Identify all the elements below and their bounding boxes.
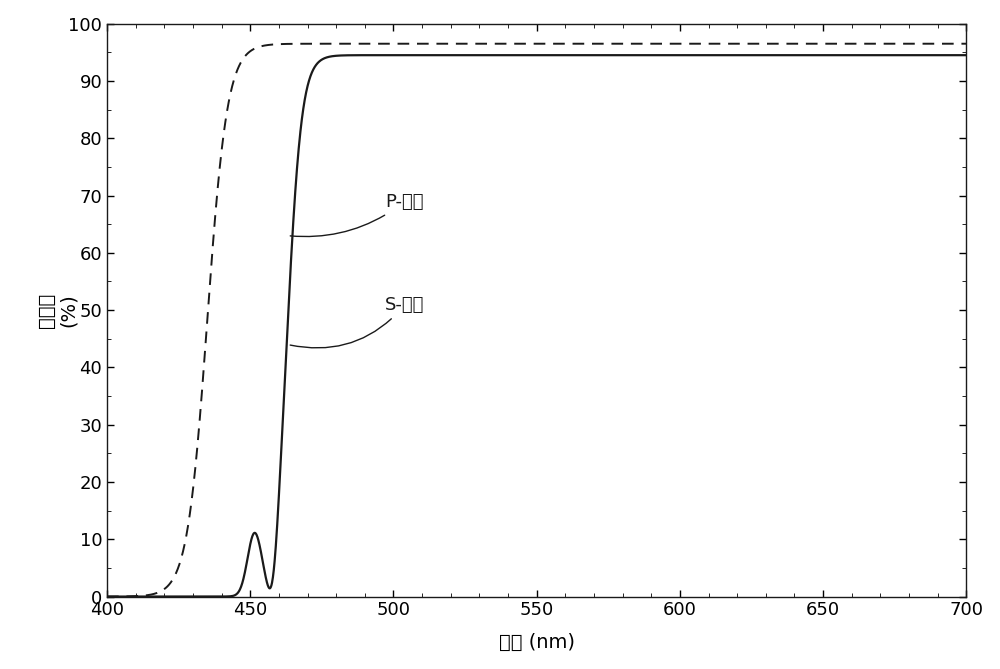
Text: S-偏振: S-偏振	[290, 296, 424, 348]
X-axis label: 波長 (nm): 波長 (nm)	[499, 634, 575, 652]
Text: P-偏振: P-偏振	[290, 193, 423, 237]
Y-axis label: 透射率
(%): 透射率 (%)	[37, 292, 78, 328]
